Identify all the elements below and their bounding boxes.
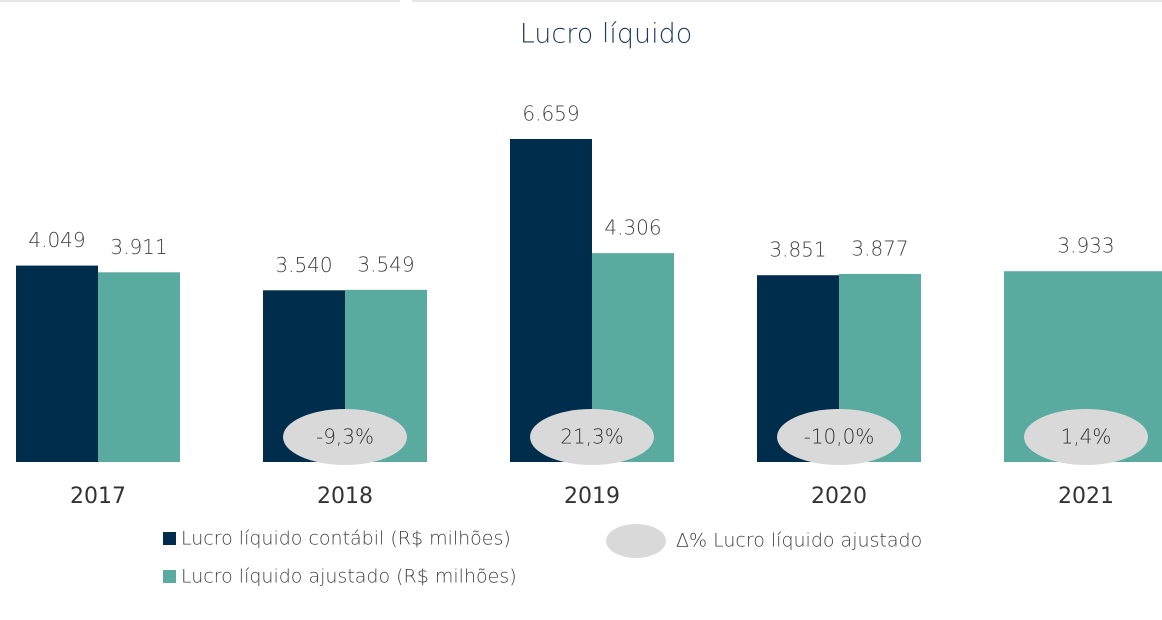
chart-title: Lucro líquido: [520, 19, 693, 50]
legend-label: Δ% Lucro líquido ajustado: [676, 530, 922, 552]
legend-label: Lucro líquido contábil (R$ milhões): [181, 528, 511, 550]
legend-swatch: [163, 570, 176, 583]
value-label: 3.911: [110, 235, 167, 259]
delta-label: -9,3%: [316, 425, 374, 449]
value-label: 4.306: [604, 216, 661, 240]
bar: [98, 272, 180, 462]
value-label: 3.933: [1057, 234, 1114, 258]
delta-label: -10,0%: [804, 425, 875, 449]
value-label: 3.877: [851, 236, 908, 260]
value-label: 4.049: [28, 228, 85, 252]
x-tick-label: 2019: [564, 484, 620, 509]
x-tick-label: 2021: [1058, 484, 1114, 509]
bar: [16, 265, 98, 462]
value-label: 3.851: [769, 238, 826, 262]
delta-bubble: [1024, 409, 1148, 465]
delta-label: 1,4%: [1061, 425, 1112, 449]
value-label: 3.540: [275, 253, 332, 277]
x-tick-label: 2020: [811, 484, 867, 509]
delta-bubble: [777, 409, 901, 465]
x-tick-label: 2018: [317, 484, 373, 509]
delta-label: 21,3%: [560, 425, 624, 449]
delta-bubble: [283, 409, 407, 465]
bar: [510, 139, 592, 462]
legend-swatch: [606, 524, 666, 558]
delta-bubble: [530, 409, 654, 465]
legend-label: Lucro líquido ajustado (R$ milhões): [181, 566, 517, 588]
x-tick-label: 2017: [70, 484, 126, 509]
legend-swatch: [163, 532, 176, 545]
value-label: 3.549: [357, 252, 414, 276]
value-label: 6.659: [522, 102, 579, 126]
